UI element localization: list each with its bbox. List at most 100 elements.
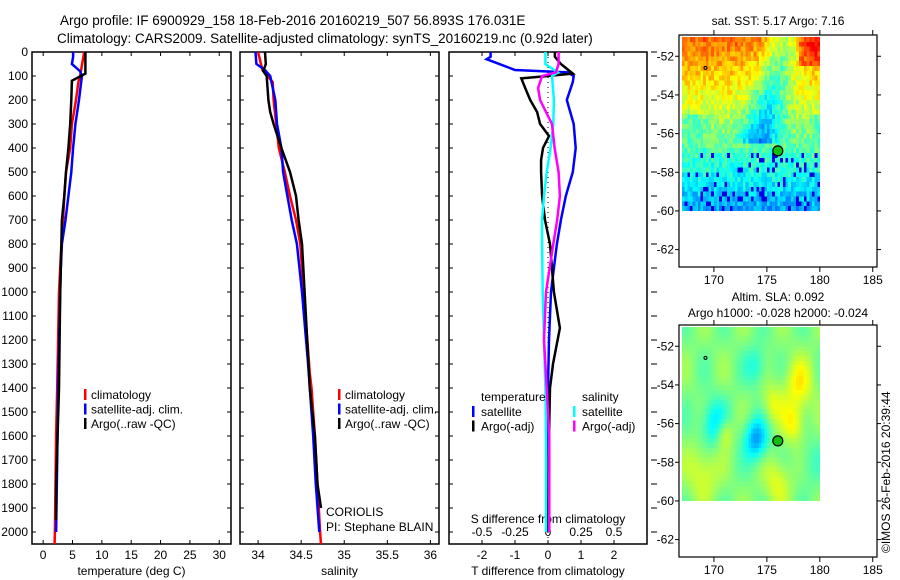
axes-frame (31, 51, 232, 545)
y-tick-label: 1600 (1, 429, 28, 443)
legend-label: satellite-adj. clim. (345, 403, 437, 417)
lon-tick-label: 175 (757, 563, 777, 577)
legend-swatch (472, 406, 475, 417)
figure-title-line1: Argo profile: IF 6900929_158 18-Feb-2016… (60, 13, 525, 28)
y-tick-label: 1400 (1, 381, 28, 395)
lat-tick-label: -58 (657, 165, 675, 179)
x-tick-label: 35.5 (376, 548, 400, 562)
legend-swatch (84, 389, 87, 400)
salinity-profile-panel: 34 34.5 35 35.5 36 salinity climatologysatelli… (239, 51, 440, 578)
legend-label: satellite (582, 405, 623, 419)
y-tick-label: 800 (8, 237, 28, 251)
float-marker (703, 65, 708, 70)
data-centre-label: CORIOLIS (326, 505, 383, 519)
y-tick-label: 1000 (1, 285, 28, 299)
legend-swatch (338, 418, 341, 429)
series-line-climatology (256, 51, 323, 545)
lat-tick-label: -62 (657, 243, 675, 257)
series-line-argo-raw-qc- (54, 52, 87, 520)
x-tick-label: 0 (545, 548, 552, 562)
legend-swatch (338, 389, 341, 400)
y-tick-label: 500 (8, 165, 28, 179)
x-tick-label: 20 (154, 548, 168, 562)
x2-tick-label: -0.5 (472, 525, 493, 539)
y-tick-label: 0 (21, 45, 28, 59)
float-marker (703, 355, 708, 360)
legend-group-title: salinity (582, 390, 619, 404)
lon-tick-label: 185 (863, 273, 883, 287)
lon-tick-label: 185 (863, 563, 883, 577)
legend-label: satellite (481, 405, 522, 419)
map-subtitle: Argo h1000: -0.028 h2000: -0.024 (688, 306, 868, 320)
series-line-t-argo-adj- (519, 52, 576, 533)
legend-label: Argo(-adj) (582, 420, 635, 434)
y-tick-label: 1300 (1, 357, 28, 371)
axes-frame (239, 51, 440, 545)
lat-tick-label: -62 (657, 533, 675, 547)
x2-tick-label: -0.25 (501, 525, 529, 539)
x2-tick-label: 0.5 (606, 525, 623, 539)
copyright-label: ©IMOS 26-Feb-2016 20:39:44 (879, 391, 893, 553)
x-tick-label: 34 (251, 548, 265, 562)
x-tick-label: -1 (510, 548, 521, 562)
y-tick-label: 2000 (1, 525, 28, 539)
y-tick-label: 700 (8, 213, 28, 227)
lon-tick-label: 180 (810, 563, 830, 577)
map-title: sat. SST: 5.17 Argo: 7.16 (712, 14, 845, 28)
y-tick-label: 1200 (1, 333, 28, 347)
x-tick-label: 1 (578, 548, 585, 562)
x-tick-label: 34.5 (289, 548, 313, 562)
lat-tick-label: -54 (657, 88, 675, 102)
legend-label: Argo(-adj) (481, 420, 534, 434)
y-tick-label: 600 (8, 189, 28, 203)
legend-swatch (573, 406, 576, 417)
legend-label: climatology (91, 388, 151, 402)
lon-tick-label: 175 (757, 273, 777, 287)
legend-swatch (84, 418, 87, 429)
y-tick-label: 100 (8, 69, 28, 83)
pi-label: PI: Stephane BLAIN (326, 520, 433, 534)
x-tick-label: 0 (40, 548, 47, 562)
x-tick-label: 10 (95, 548, 109, 562)
y-tick-label: 1700 (1, 453, 28, 467)
map-frame (678, 34, 878, 268)
y-tick-label: 1500 (1, 405, 28, 419)
x-tick-label: 15 (125, 548, 139, 562)
argo-position-marker (772, 145, 784, 157)
sst-map-panel: 170 175 180 185 -52 -54 -56 -58 -60 -62 sat. SST: … (657, 14, 883, 287)
difference-profile-panel: -2 -1 0 1 2 T difference from climatology -0.5… (448, 51, 657, 578)
x-tick-label: -2 (477, 548, 488, 562)
series-line-argo-raw-qc- (261, 51, 323, 509)
figure-title-line2: Climatology: CARS2009. Satellite-adjuste… (57, 31, 593, 46)
lon-tick-label: 170 (704, 563, 724, 577)
argo-position-marker (772, 435, 784, 447)
y-tick-label: 1900 (1, 501, 28, 515)
legend-group-title: temperature (481, 390, 546, 404)
legend-label: Argo(..raw -QC) (345, 417, 430, 431)
legend-swatch (573, 420, 576, 432)
legend-swatch (84, 403, 87, 415)
lat-tick-label: -52 (657, 49, 675, 63)
lat-tick-label: -60 (657, 204, 675, 218)
x-tick-label: 35 (338, 548, 352, 562)
x2-tick-label: 0.25 (569, 525, 593, 539)
legend-label: climatology (345, 388, 405, 402)
lon-tick-label: 170 (704, 273, 724, 287)
y-tick-label: 1800 (1, 477, 28, 491)
y-tick-label: 300 (8, 117, 28, 131)
sla-map-panel: 170 175 180 185 -52 -54 -56 -58 -60 -62 Altim. SLA… (657, 290, 883, 577)
x-axis-label: T difference from climatology (471, 564, 625, 578)
lat-tick-label: -52 (657, 339, 675, 353)
legend-label: satellite-adj. clim. (91, 403, 183, 417)
x-axis-label: salinity (321, 564, 358, 578)
series-line-s-argo-adj- (536, 52, 562, 532)
lat-tick-label: -56 (657, 127, 675, 141)
y-tick-label: 1100 (2, 309, 28, 323)
x-axis-label: temperature (deg C) (77, 564, 185, 578)
legend-swatch (472, 420, 475, 432)
series-line-t-satellite (483, 52, 577, 533)
lon-tick-label: 180 (810, 273, 830, 287)
legend-label: Argo(..raw -QC) (91, 417, 176, 431)
